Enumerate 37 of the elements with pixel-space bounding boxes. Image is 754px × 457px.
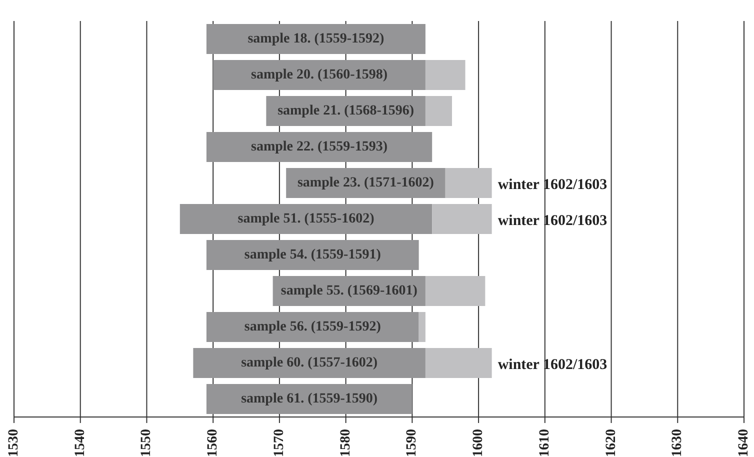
- bar: [425, 60, 466, 90]
- x-tick-label: 1600: [471, 429, 486, 457]
- x-tick-label: 1610: [537, 429, 552, 457]
- bar: [206, 312, 419, 342]
- bar: [206, 240, 419, 270]
- x-tick-label: 1620: [604, 429, 619, 457]
- y-tick-label: sample 60. (1557-1602): [241, 356, 378, 370]
- x-tick-label: 1580: [338, 429, 354, 457]
- y-tick-label: sample 51. (1555-1602): [238, 212, 375, 226]
- y-tick-label: sample 61. (1559-1590): [241, 392, 378, 406]
- bar: [213, 60, 426, 90]
- x-tick-label: 1550: [139, 429, 154, 457]
- y-tick-label: sample 55. (1569-1601): [280, 284, 418, 298]
- x-tick-label: 1530: [6, 429, 22, 457]
- bar: [425, 348, 492, 378]
- y-tick-label: sample 22. (1559-1593): [251, 140, 388, 154]
- y-tick-label: sample 23. (1571-1602): [297, 176, 434, 190]
- y-tick-label: sample 20. (1560-1598): [251, 68, 388, 82]
- bar: [206, 24, 426, 54]
- y-tick-label: sample 54. (1559-1591): [244, 248, 382, 262]
- bar: [425, 96, 452, 126]
- x-tick-label: 1560: [206, 429, 221, 457]
- x-tick-label: 1570: [272, 429, 287, 457]
- x-tick-label: 1640: [736, 429, 752, 457]
- bar: [432, 204, 492, 234]
- bar: [206, 132, 432, 162]
- y-tick-label: sample 21. (1568-1596): [278, 104, 414, 118]
- bar: [425, 276, 486, 306]
- y-tick-label: sample 18. (1559-1592): [248, 32, 385, 46]
- x-tick-label: 1540: [72, 429, 88, 457]
- bar: [445, 168, 492, 198]
- x-tick-label: 1630: [670, 429, 686, 457]
- bar: [418, 312, 426, 342]
- bar: [180, 204, 432, 234]
- bar: [193, 348, 426, 378]
- x-tick-label: 1590: [404, 429, 420, 457]
- y-tick-label: sample 56. (1559-1592): [244, 320, 382, 334]
